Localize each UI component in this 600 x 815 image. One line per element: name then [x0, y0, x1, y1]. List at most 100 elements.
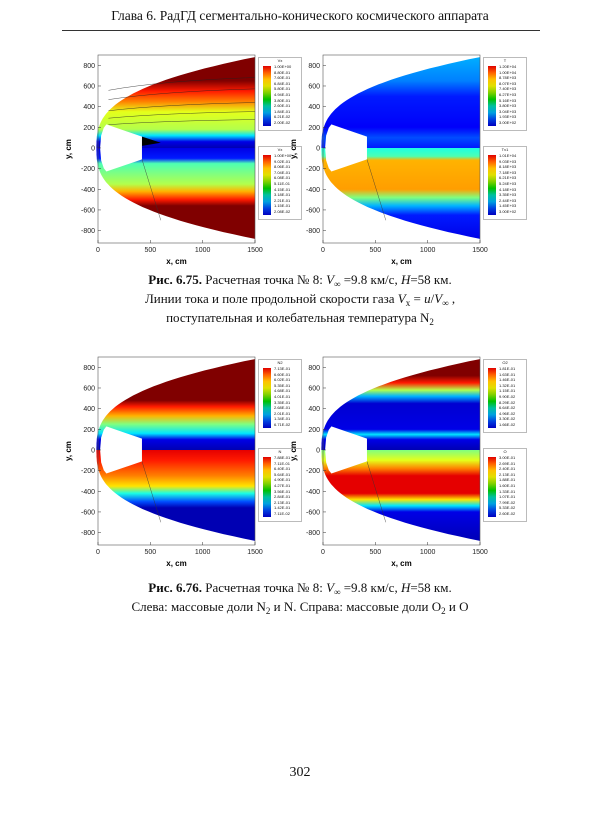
y-tick-label: -800: [306, 228, 320, 235]
contour-plot: 800 600 400 200 0 -200 -400 -600 -800 0 500 1000 150…: [64, 356, 263, 568]
caption-text: ,: [448, 291, 456, 306]
page-number: 302: [289, 765, 311, 780]
legend-value: 1.00E+04: [499, 69, 517, 75]
caption-text: ∞: [334, 279, 341, 289]
wake-region: [141, 136, 161, 146]
y-tick-label: 0: [316, 145, 320, 152]
legend-value: 7.04E-01: [274, 169, 291, 175]
flow-field-bot-half: [96, 147, 256, 239]
caption-text: Расчетная точка № 8:: [201, 272, 327, 287]
legend-color-bar: [263, 457, 271, 517]
y-axis-label: y, cm: [289, 441, 298, 461]
legend-value: 6.40E-01: [274, 466, 291, 472]
legend-value: 6.27E+03: [499, 91, 517, 97]
x-tick-label: 0: [96, 247, 100, 254]
legend-color-bar: [488, 155, 496, 215]
legend-color-bar: [488, 457, 496, 517]
legend-value: 3.80E-01: [274, 97, 291, 103]
legend-value: 1.46E-01: [499, 377, 516, 383]
legend-value: 4.15E-01: [274, 186, 291, 192]
legend-value: 2.08E-02: [274, 208, 291, 214]
color-legend: O 3.00E-01 2.69E-01 2.40E-01 2.13E-01 1.88E-0…: [483, 448, 527, 522]
y-tick-label: -800: [306, 530, 320, 537]
legend-value: 3.00E+02: [499, 119, 517, 125]
caption-text: Расчетная точка № 8:: [201, 580, 327, 595]
y-tick-label: 800: [83, 365, 95, 372]
flow-field-top-half: [96, 57, 256, 148]
caption-line: Линии тока и поле продольной скорости га…: [0, 289, 600, 308]
legend-title: O2: [502, 360, 508, 365]
figure-caption-6-75: Рис. 6.75. Расчетная точка № 8: V∞ =9.8 …: [0, 270, 600, 327]
plot-frame: [322, 356, 481, 546]
caption-text: x: [405, 298, 411, 308]
x-tick-label: 500: [369, 549, 381, 556]
legend-value: 1.20E+04: [499, 64, 517, 69]
caption-text: H: [400, 272, 411, 287]
legend-value: 5.16E+03: [499, 97, 517, 103]
x-tick-label: 1000: [420, 549, 436, 556]
legend-title: Vx: [277, 147, 283, 152]
caption-text: Линии тока и поле продольной скорости га…: [144, 291, 398, 306]
spacecraft-body: [325, 124, 367, 172]
y-tick-label: 200: [83, 427, 95, 434]
legend-color-bar: [488, 66, 496, 126]
y-tick-label: -400: [81, 489, 95, 496]
caption-text: =9.8 км/с,: [340, 272, 401, 287]
legend-value: 1.00E+00: [274, 64, 292, 69]
legend-value: 1.84E-01: [274, 108, 291, 114]
y-tick-label: -400: [306, 187, 320, 194]
caption-text: V: [397, 291, 406, 306]
y-tick-label: -200: [81, 468, 95, 475]
y-tick-label: 400: [83, 104, 95, 111]
y-tick-label: 200: [308, 125, 320, 132]
x-axis-label: x, cm: [391, 257, 411, 266]
contour-plot-panel: 800 600 400 200 0 -200 -400 -600 -800 0 500 1000 150…: [287, 49, 527, 276]
legend-value: 7.13E-01: [274, 366, 291, 371]
legend-value: 5.35E-01: [274, 382, 291, 388]
x-tick-label: 1000: [420, 247, 436, 254]
legend-value: 2.44E+03: [499, 197, 517, 203]
legend-value: 2.69E-01: [499, 460, 516, 466]
color-legend: N2 7.13E-01 6.60E-01 6.02E-01 5.35E-01 4.68E-…: [258, 359, 302, 433]
flow-field-bot-half: [321, 449, 480, 541]
streamline: [108, 111, 256, 119]
legend-value: 1.45E+03: [499, 203, 517, 209]
color-legend: O2 1.81E-01 1.63E-01 1.46E-01 1.32E-01 1.15E-…: [483, 359, 527, 433]
legend-value: 2.40E-01: [499, 466, 516, 472]
caption-text: 2: [429, 317, 434, 327]
legend-title: O: [503, 449, 507, 454]
x-tick-label: 500: [144, 247, 156, 254]
legend-value: 1.88E-01: [499, 477, 516, 483]
flow-field-top-half: [96, 359, 256, 450]
y-tick-label: -600: [306, 207, 320, 214]
legend-value: 3.18E-01: [274, 192, 291, 198]
contour-plot-panel: 800 600 400 200 0 -200 -400 -600 -800 0 500 1000 150…: [62, 49, 302, 276]
streamline: [108, 102, 256, 111]
y-tick-label: -200: [306, 468, 320, 475]
legend-value: 6.64E-02: [499, 405, 516, 411]
y-tick-label: -800: [81, 530, 95, 537]
x-axis-label: x, cm: [166, 257, 186, 266]
caption-text: ∞: [334, 587, 341, 597]
legend-color-bar: [263, 155, 271, 215]
caption-text: и N. Справа: массовые доли O: [270, 599, 442, 614]
caption-text: u: [424, 291, 431, 306]
legend-value: 1.15E-01: [499, 388, 516, 394]
y-tick-label: -600: [81, 509, 95, 516]
legend-value: 6.21E+03: [499, 175, 517, 181]
legend-value: 2.01E-01: [274, 410, 291, 416]
plot-frame: [322, 54, 481, 244]
legend-value: 1.00E+00: [274, 153, 292, 158]
caption-text: H: [400, 580, 411, 595]
legend-value: 5.80E-01: [274, 86, 291, 92]
legend-value: 3.30E-02: [499, 416, 516, 422]
y-tick-label: -800: [81, 228, 95, 235]
legend-value: 4.94E-01: [274, 91, 291, 97]
legend-value: 4.01E-01: [274, 393, 291, 399]
legend-value: 6.60E-01: [274, 371, 291, 377]
legend-color-bar: [263, 66, 271, 126]
y-tick-label: 600: [308, 385, 320, 392]
y-tick-label: 600: [308, 83, 320, 90]
legend-color-bar: [263, 368, 271, 428]
legend-value: 7.99E-02: [499, 499, 516, 505]
